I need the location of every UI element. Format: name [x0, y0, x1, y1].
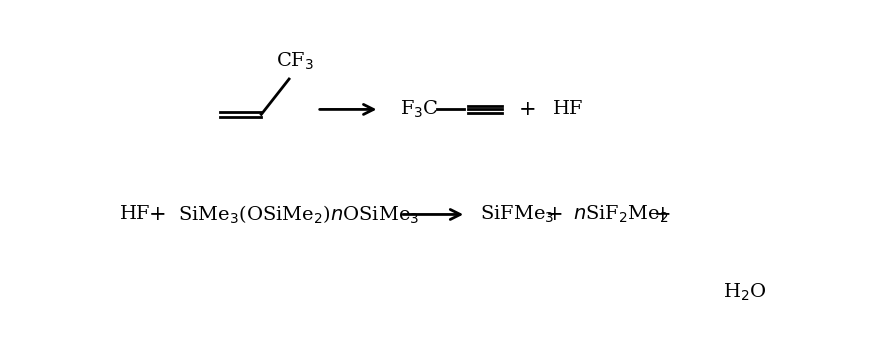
Text: H$_2$O: H$_2$O — [723, 281, 766, 303]
Text: HF: HF — [120, 205, 151, 223]
Text: HF: HF — [553, 101, 583, 118]
Text: SiMe$_3$(OSiMe$_2$)$n$OSiMe$_3$: SiMe$_3$(OSiMe$_2$)$n$OSiMe$_3$ — [178, 203, 419, 225]
Text: CF$_3$: CF$_3$ — [276, 51, 314, 72]
Text: $n$SiF$_2$Me$_2$: $n$SiF$_2$Me$_2$ — [573, 204, 669, 225]
Text: +: + — [547, 205, 564, 224]
Text: SiFMe$_3$: SiFMe$_3$ — [480, 204, 555, 225]
Text: +: + — [654, 205, 671, 224]
Text: +: + — [519, 100, 536, 119]
Text: F$_3$C: F$_3$C — [401, 99, 439, 120]
Text: +: + — [149, 205, 166, 224]
